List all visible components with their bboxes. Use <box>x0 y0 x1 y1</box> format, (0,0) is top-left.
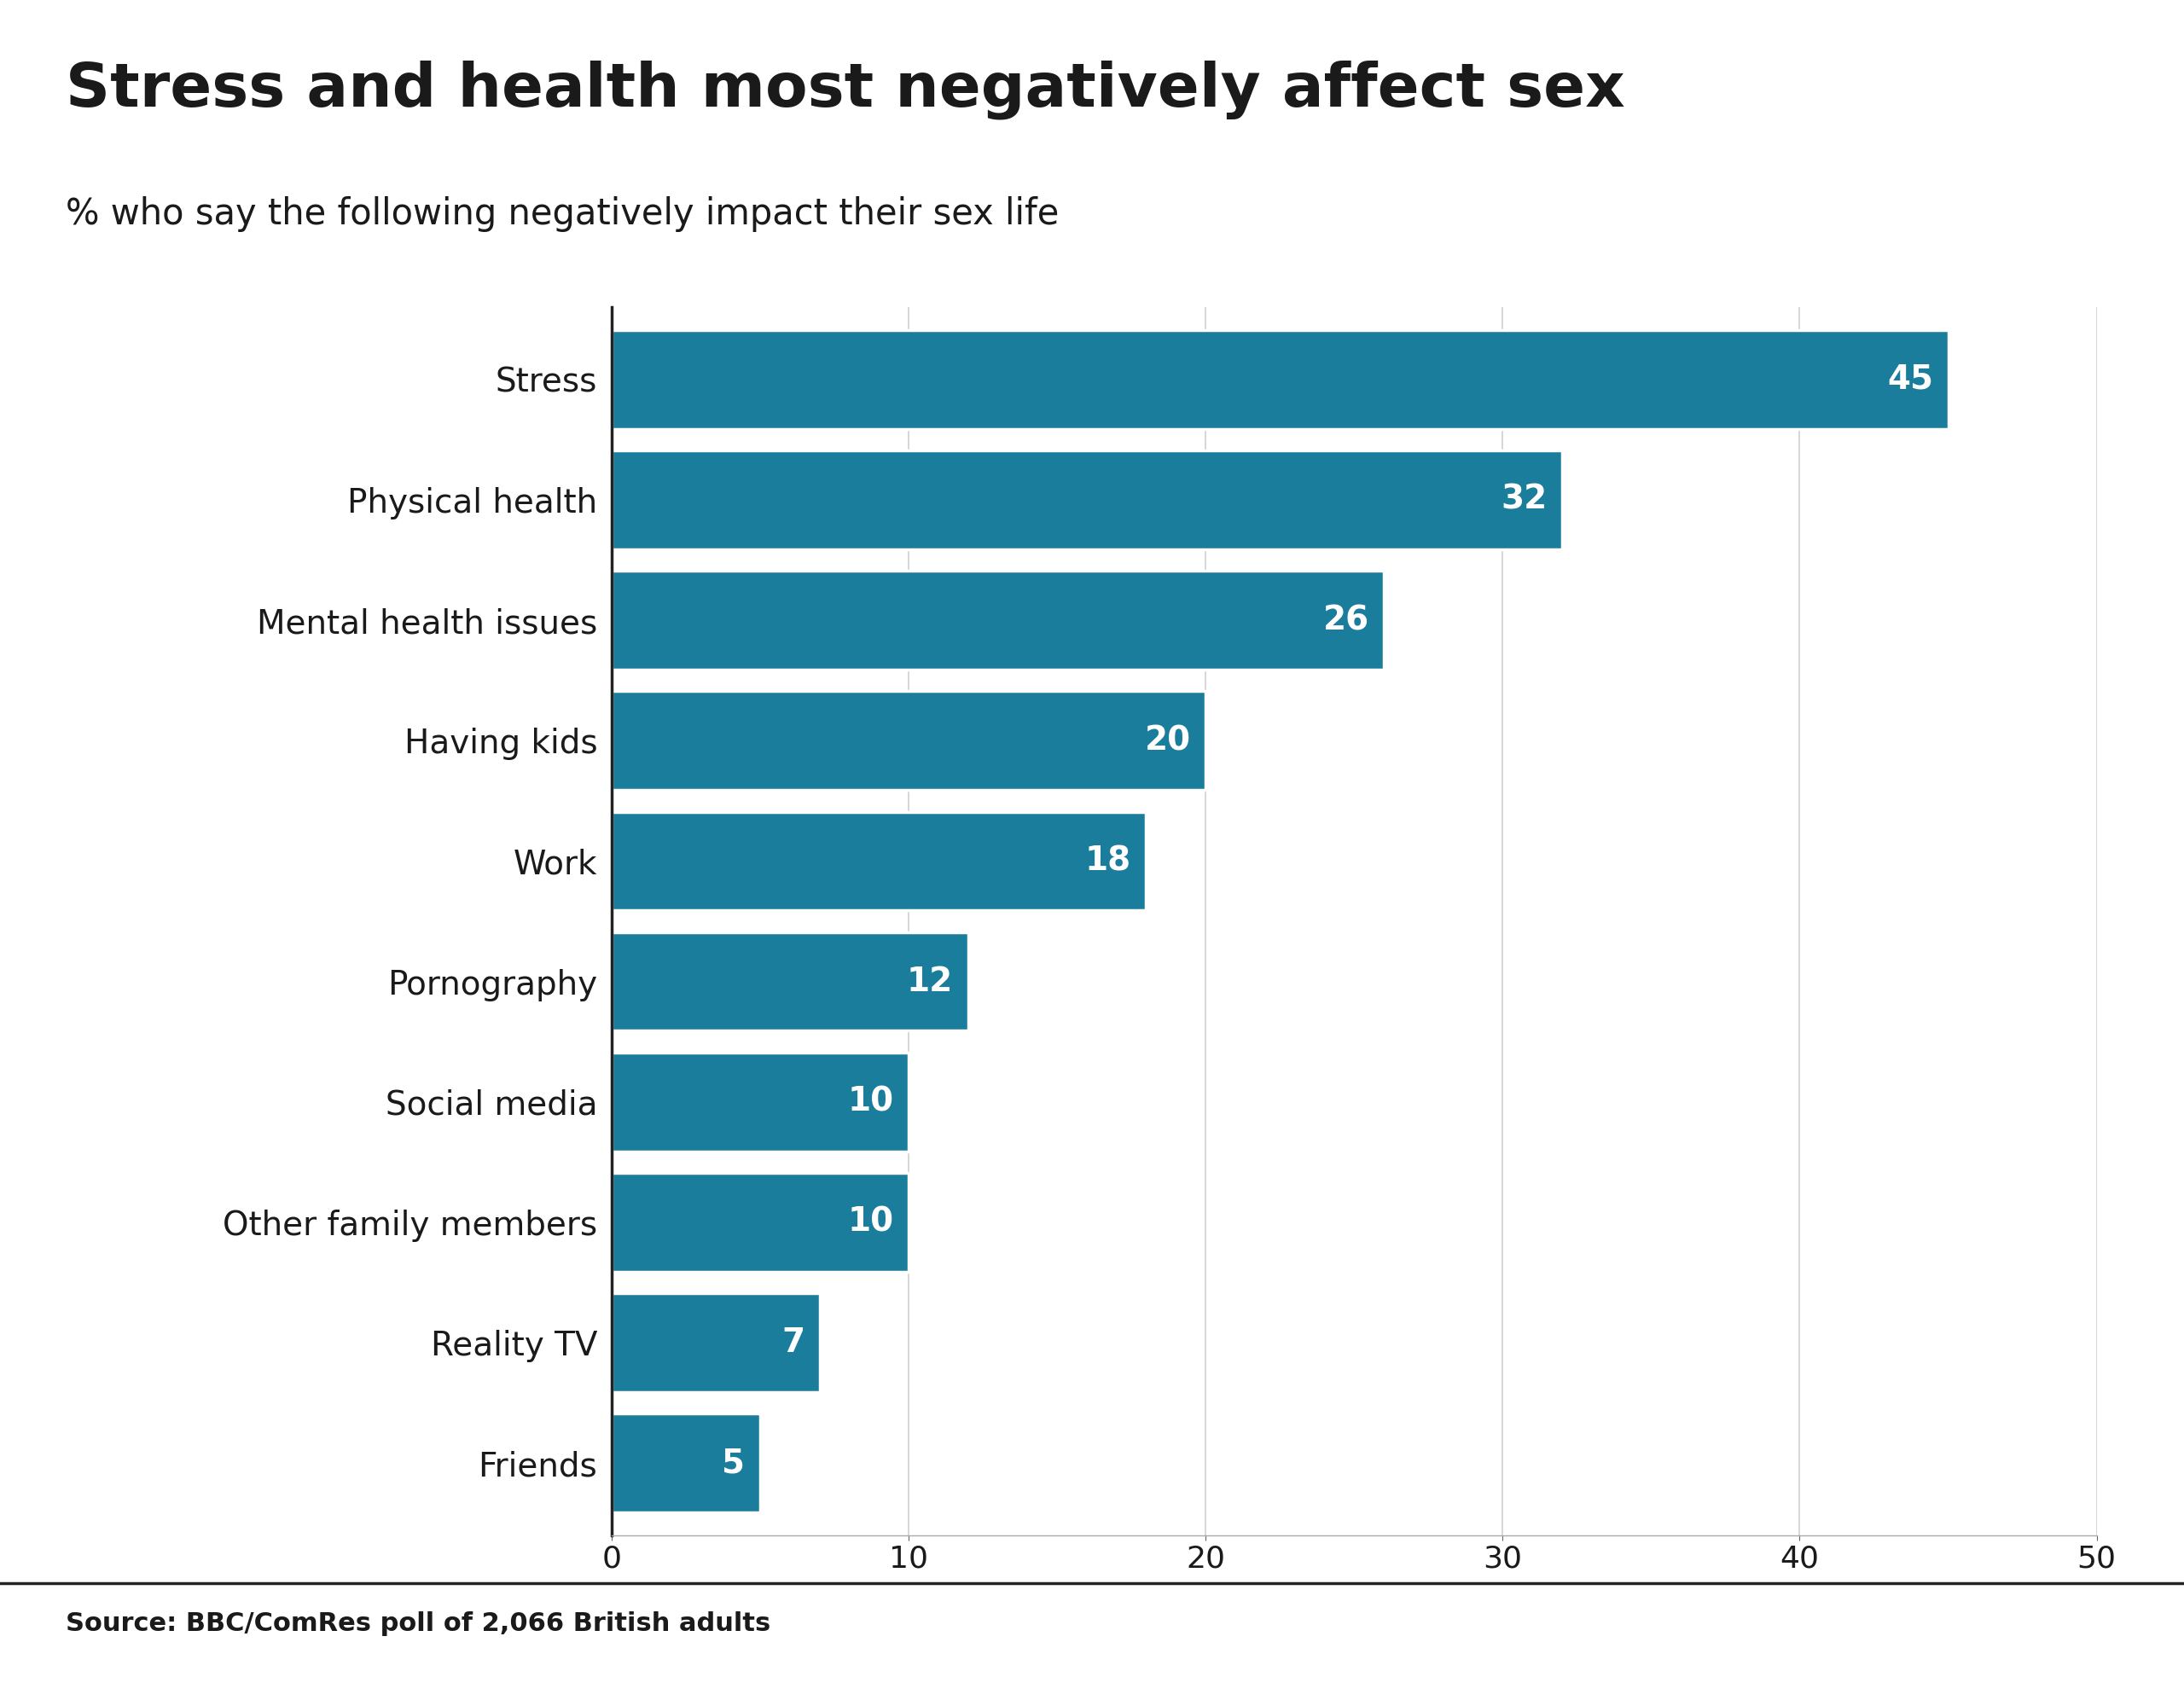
Text: 20: 20 <box>1144 725 1190 757</box>
Bar <box>612 1293 819 1392</box>
Text: 10: 10 <box>847 1206 893 1239</box>
Bar <box>612 1053 909 1152</box>
Bar <box>612 329 1948 428</box>
Text: Source: BBC/ComRes poll of 2,066 British adults: Source: BBC/ComRes poll of 2,066 British… <box>66 1612 771 1636</box>
Bar <box>612 812 1147 911</box>
Text: 45: 45 <box>1887 363 1933 396</box>
Text: Stress and health most negatively affect sex: Stress and health most negatively affect… <box>66 60 1625 119</box>
Text: 7: 7 <box>782 1327 804 1360</box>
Text: 32: 32 <box>1500 483 1546 515</box>
Bar <box>612 450 1562 549</box>
Text: 10: 10 <box>847 1085 893 1117</box>
Text: BBC: BBC <box>2001 1621 2079 1651</box>
Bar <box>612 931 968 1030</box>
Bar <box>612 1414 760 1513</box>
Text: 12: 12 <box>906 966 952 998</box>
Text: 5: 5 <box>723 1447 745 1479</box>
Bar <box>612 572 1385 669</box>
Text: 26: 26 <box>1324 604 1369 636</box>
Bar <box>612 1174 909 1271</box>
Bar <box>612 691 1206 790</box>
Text: % who say the following negatively impact their sex life: % who say the following negatively impac… <box>66 196 1059 232</box>
Text: 18: 18 <box>1085 844 1131 877</box>
